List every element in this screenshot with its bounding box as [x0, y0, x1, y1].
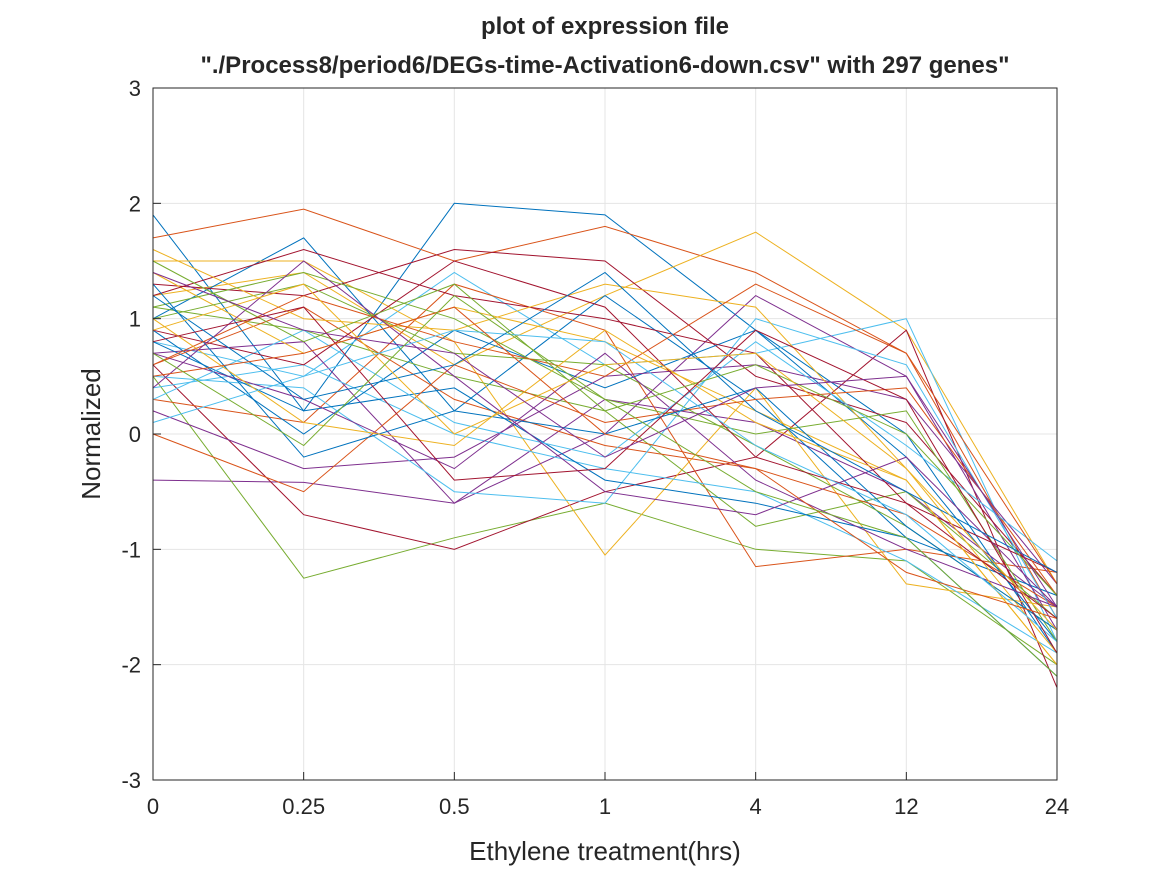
gene-series-line: [152, 318, 1058, 619]
series-lines: [152, 202, 1058, 688]
y-tick-label: -1: [121, 537, 141, 562]
gene-series-line: [152, 329, 1058, 642]
chart-title-line-1: plot of expression file: [481, 13, 729, 40]
x-tick-label: 1: [599, 794, 611, 819]
y-tick-label: 1: [129, 307, 141, 332]
chart-title-line-2: "./Process8/period6/DEGs-time-Activation…: [200, 52, 1009, 79]
gene-series-line: [152, 306, 1058, 619]
gene-series-line: [152, 260, 1058, 608]
x-axis-label: Ethylene treatment(hrs): [469, 836, 741, 866]
gene-series-line: [152, 271, 1058, 573]
y-tick-label: -3: [121, 768, 141, 793]
x-tick-label: 24: [1045, 794, 1069, 819]
x-tick-label: 12: [894, 794, 918, 819]
gene-series-line: [152, 306, 1058, 654]
x-tick-label: 0.25: [282, 794, 325, 819]
gene-series-line: [152, 260, 1058, 619]
gene-series-line: [152, 318, 1058, 666]
x-axis-ticks: 0 0.25 0.5 1 4 12 24: [147, 772, 1069, 819]
y-axis-ticks: -3 -2 -1 0 1 2 3: [121, 76, 161, 793]
x-tick-label: 0: [147, 794, 159, 819]
gene-series-line: [152, 283, 1058, 631]
gene-series-line: [152, 272, 1058, 608]
x-tick-label: 4: [750, 794, 762, 819]
y-tick-label: 3: [129, 76, 141, 101]
y-axis-label: Normalized: [76, 368, 106, 500]
gene-series-line: [152, 364, 1058, 596]
y-tick-label: 2: [129, 191, 141, 216]
gene-series-line: [152, 294, 1058, 677]
y-tick-label: 0: [129, 422, 141, 447]
gene-series-line: [152, 260, 1058, 596]
y-tick-label: -2: [121, 653, 141, 678]
x-tick-label: 0.5: [439, 794, 470, 819]
gene-series-line: [152, 283, 1058, 585]
